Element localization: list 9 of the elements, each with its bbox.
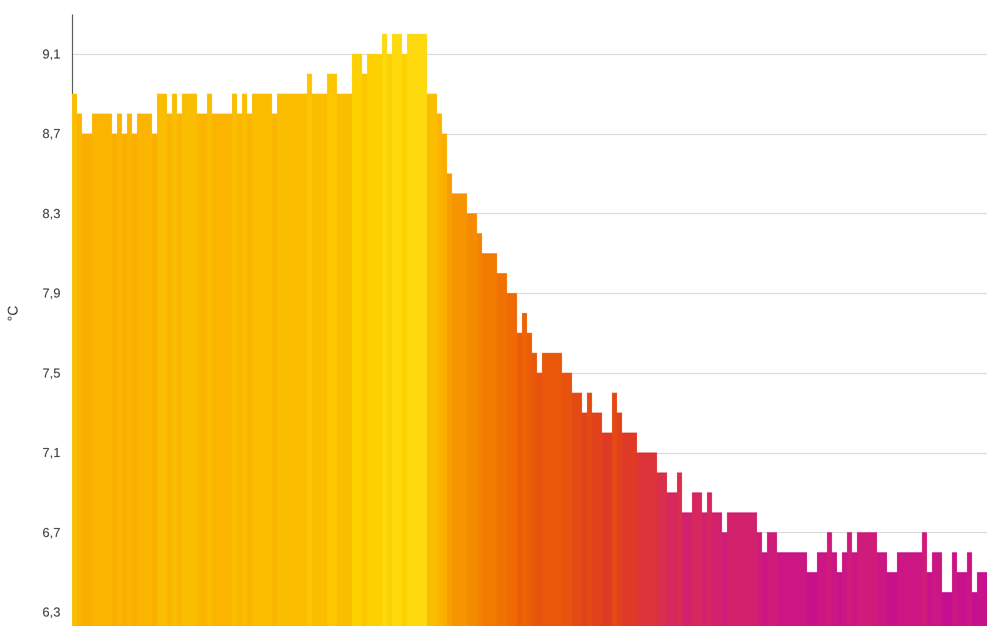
y-tick-label: 6,3 <box>42 604 60 620</box>
y-tick-label: 7,9 <box>42 286 60 301</box>
y-tick-label: 7,1 <box>42 445 60 460</box>
y-tick-label: 8,7 <box>42 126 60 142</box>
y-tick-label: 9,1 <box>42 46 60 62</box>
y-axis-title: °C <box>4 306 20 322</box>
y-tick-label: 6,7 <box>42 524 60 540</box>
y-tick-label: 7,5 <box>42 365 60 380</box>
y-tick-label: 8,3 <box>42 206 60 221</box>
